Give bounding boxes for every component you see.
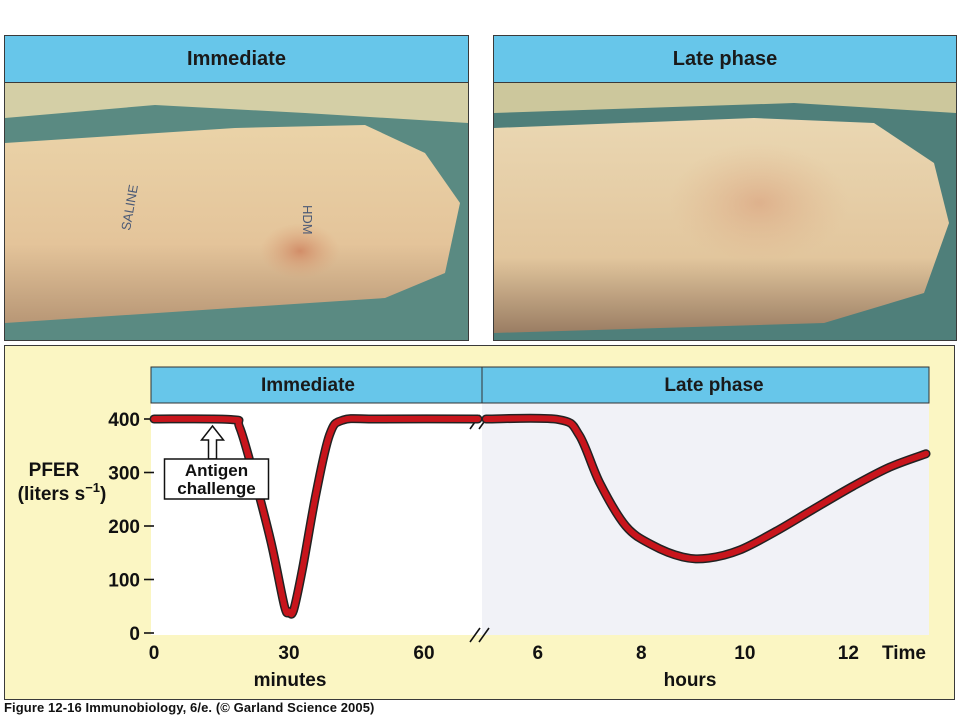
annotation-box: [163, 458, 270, 500]
pfer-curve-1: [483, 415, 929, 562]
y-tick-label: 200: [108, 517, 140, 538]
antigen-challenge-annotation: Antigen challenge: [163, 424, 270, 500]
x-tick-label: 30: [278, 643, 299, 664]
y-axis-label-line2: (liters s−1): [18, 480, 107, 505]
y-axis-label-line1: PFER: [29, 460, 80, 481]
x-unit-label-minutes: minutes: [254, 670, 327, 691]
annotation-line2: challenge: [177, 479, 255, 498]
photo-header-immediate: Immediate: [5, 36, 468, 83]
x-tick-label: 0: [149, 643, 160, 664]
plot-area-immediate: [151, 403, 482, 635]
chart-header-late-phase: Late phase: [664, 375, 763, 396]
axis-break-bottom: [469, 627, 490, 643]
annotation-line1: Antigen: [185, 461, 248, 480]
y-tick-label: 100: [108, 571, 140, 592]
pfer-curve-0: [151, 415, 481, 618]
y-tick-label: 0: [129, 624, 140, 645]
photo-header-late-phase: Late phase: [494, 36, 956, 83]
y-tick-label: 400: [108, 410, 140, 431]
x-tick-label: 6: [532, 643, 543, 664]
y-tick-label: 300: [108, 464, 140, 485]
photo-arm-late-phase: [494, 83, 956, 340]
ink-label-hdm: HDM: [300, 205, 315, 235]
chart-header-immediate: Immediate: [261, 375, 355, 396]
x-tick-label: 10: [734, 643, 755, 664]
plot-area-late-phase: [482, 403, 929, 635]
pfer-chart: Immediate Late phase PFER (liters s−1) 0…: [18, 366, 931, 691]
x-tick-label: 12: [838, 643, 859, 664]
chart-header-bar: [150, 366, 930, 404]
graph-panel: Immediate Late phase PFER (liters s−1) 0…: [4, 345, 955, 700]
x-unit-label-hours: hours: [664, 670, 717, 691]
figure-caption: Figure 12-16 Immunobiology, 6/e. (© Garl…: [4, 700, 375, 715]
photo-panel-immediate: Immediate SALINE HDM: [4, 35, 469, 341]
photo-arm-immediate: SALINE HDM: [5, 83, 468, 340]
photo-panel-late-phase: Late phase: [493, 35, 957, 341]
x-tick-label: 8: [636, 643, 647, 664]
x-time-label: Time: [882, 643, 926, 664]
x-tick-label: 60: [413, 643, 434, 664]
